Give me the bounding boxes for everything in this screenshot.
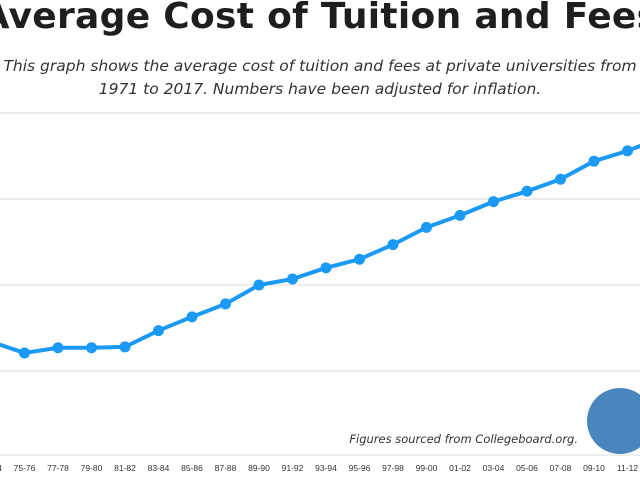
x-tick-label: 75-76 xyxy=(14,463,36,473)
x-tick-label: 97-98 xyxy=(382,463,404,473)
data-point xyxy=(588,155,600,167)
chart-title: Average Cost of Tuition and Fees xyxy=(0,0,640,37)
x-tick-label: 05-06 xyxy=(516,463,538,473)
data-point xyxy=(52,342,64,354)
x-tick-label: 83-84 xyxy=(148,463,170,473)
data-point xyxy=(622,145,633,157)
x-tick-label: 11-12 xyxy=(617,463,638,473)
subtitle-line: This graph shows the average cost of tui… xyxy=(3,57,637,75)
data-point xyxy=(19,347,30,359)
x-tick-label: 89-90 xyxy=(248,463,270,473)
badge-circle xyxy=(587,388,640,454)
x-tick-label: 91-92 xyxy=(282,463,304,473)
data-point xyxy=(220,298,231,310)
data-point xyxy=(287,273,298,285)
chart-subtitle: This graph shows the average cost of tui… xyxy=(0,55,640,101)
x-tick-label: 87-88 xyxy=(215,463,237,473)
data-point xyxy=(454,209,466,221)
data-point xyxy=(521,185,533,197)
data-point xyxy=(354,253,365,265)
data-point xyxy=(488,196,499,208)
data-point xyxy=(555,173,566,185)
x-tick-label: 09-10 xyxy=(583,463,605,473)
data-point xyxy=(186,311,198,323)
x-tick-label: 03-04 xyxy=(483,463,505,473)
data-point xyxy=(320,262,332,274)
data-point xyxy=(153,325,164,337)
series-line xyxy=(0,143,640,355)
source-note: Figures sourced from Collegeboard.org. xyxy=(349,432,578,446)
x-tick-label: 85-86 xyxy=(181,463,203,473)
data-point xyxy=(253,279,265,291)
x-tick-label: 73-74 xyxy=(0,463,2,473)
x-tick-label: 07-08 xyxy=(550,463,572,473)
x-tick-label: 93-94 xyxy=(315,463,337,473)
x-tick-label: 99-00 xyxy=(416,463,438,473)
x-tick-label: 77-78 xyxy=(47,463,69,473)
data-point xyxy=(86,342,97,354)
x-tick-label: 81-82 xyxy=(114,463,136,473)
x-tick-label: 95-96 xyxy=(349,463,371,473)
data-point xyxy=(421,221,432,233)
subtitle-line: 1971 to 2017. Numbers have been adjusted… xyxy=(98,80,542,98)
data-point xyxy=(387,239,399,251)
data-point xyxy=(119,341,131,353)
x-tick-label: 79-80 xyxy=(81,463,103,473)
x-tick-label: 01-02 xyxy=(449,463,471,473)
